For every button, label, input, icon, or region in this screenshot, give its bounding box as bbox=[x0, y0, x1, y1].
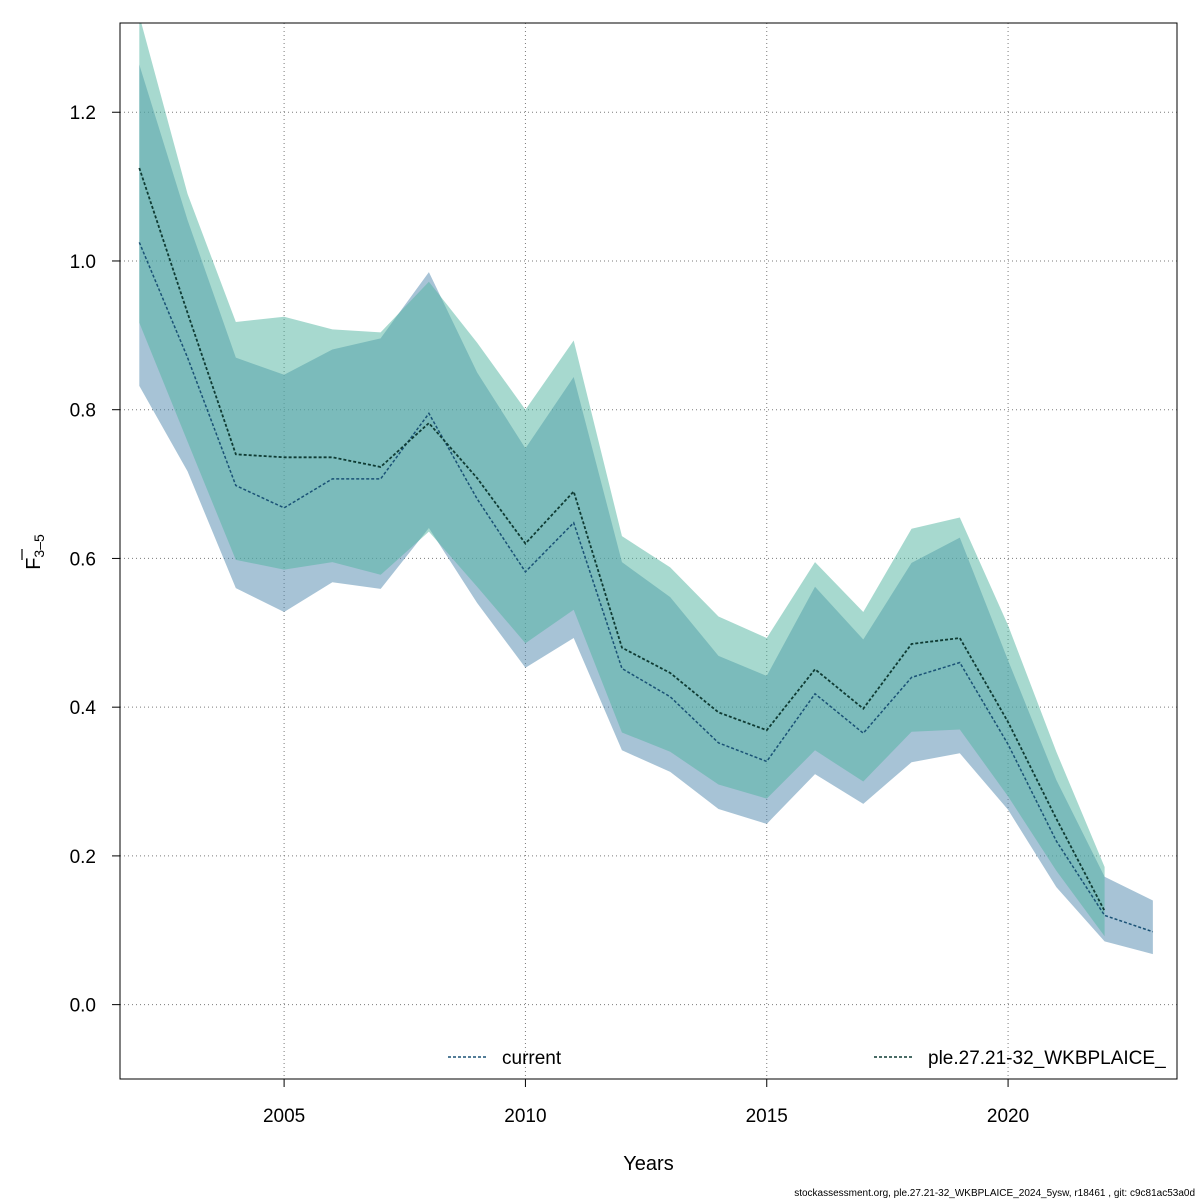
legend: current ple.27.21-32_WKBPLAICE_ bbox=[448, 1048, 1166, 1069]
y-axis-title-subscript: 3–5 bbox=[31, 534, 47, 558]
footer-credit: stockassessment.org, ple.27.21-32_WKBPLA… bbox=[794, 1188, 1195, 1199]
confidence-bands bbox=[139, 23, 1153, 955]
svg-text:F3–5: F3–5 bbox=[23, 534, 47, 570]
y-tick-label: 0.4 bbox=[70, 698, 97, 719]
grid bbox=[120, 23, 1177, 1079]
confidence-band-wkbplaice bbox=[139, 23, 1105, 937]
y-axis: 0.0 0.2 0.4 0.6 0.8 1.0 1.2 bbox=[70, 103, 120, 1017]
y-tick-label: 1.0 bbox=[70, 252, 96, 273]
x-axis-title: Years bbox=[623, 1153, 673, 1175]
series-line-current bbox=[138, 242, 1154, 933]
y-tick-label: 0.6 bbox=[70, 549, 96, 570]
x-axis: 2005 2010 2015 2020 bbox=[263, 1079, 1029, 1127]
series-line-wkbplaice bbox=[138, 167, 1106, 912]
y-tick-label: 0.2 bbox=[70, 847, 96, 868]
y-tick-label: 0.0 bbox=[70, 996, 96, 1017]
x-tick-label: 2005 bbox=[263, 1106, 305, 1127]
x-tick-label: 2010 bbox=[504, 1106, 546, 1127]
x-tick-label: 2015 bbox=[746, 1106, 788, 1127]
x-tick-label: 2020 bbox=[987, 1106, 1029, 1127]
y-axis-title: F3–5 bbox=[21, 534, 47, 570]
y-tick-label: 0.8 bbox=[70, 401, 96, 422]
y-tick-label: 1.2 bbox=[70, 103, 96, 124]
y-axis-title-main: F bbox=[23, 558, 45, 570]
legend-label-current: current bbox=[502, 1048, 562, 1069]
series-lines bbox=[138, 167, 1154, 933]
plot-frame bbox=[119, 22, 1178, 1080]
legend-label-wkbplaice: ple.27.21-32_WKBPLAICE_ bbox=[928, 1048, 1166, 1069]
